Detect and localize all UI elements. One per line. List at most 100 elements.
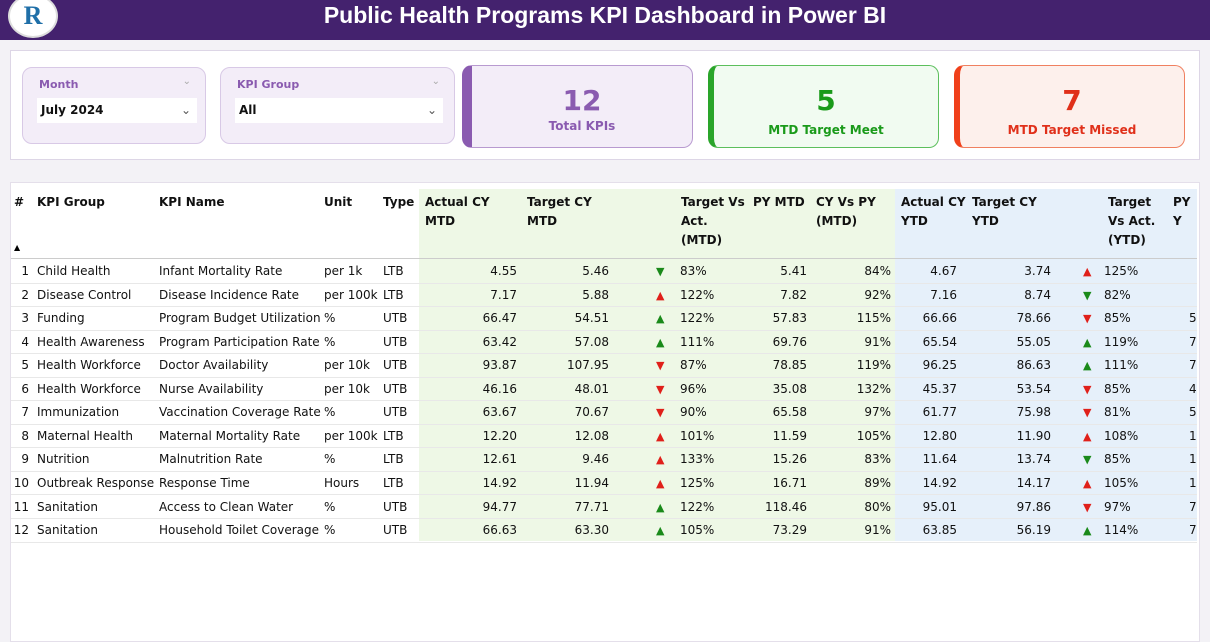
table-row[interactable]: 1 Child Health Infant Mortality Rate per 1k… [11, 260, 1197, 284]
table-row[interactable]: 4 Health Awareness Program Participation R… [11, 331, 1197, 355]
table-cell: % [324, 311, 336, 326]
table-cell: 7.17 [490, 287, 517, 302]
column-header[interactable]: PY MTD [753, 195, 805, 209]
card-label: MTD Target Meet [768, 123, 884, 137]
table-cell: 3.74 [1024, 264, 1051, 278]
table-row[interactable]: 5 Health Workforce Doctor Availability per … [11, 354, 1197, 378]
table-cell: 114% [1104, 523, 1139, 538]
arrow-up-icon: ▲ [1083, 476, 1092, 490]
arrow-down-icon: ▼ [1083, 406, 1092, 420]
column-header[interactable]: PY Y [1173, 195, 1191, 228]
table-cell: 1 [1189, 452, 1197, 467]
table-cell: 63.85 [922, 523, 957, 538]
arrow-up-icon: ▲ [656, 476, 665, 490]
table-cell: 11.64 [922, 452, 957, 467]
table-cell: 105% [856, 428, 891, 443]
table-row[interactable]: 7 Immunization Vaccination Coverage Rate% U… [11, 401, 1197, 425]
arrow-up-icon: ▲ [656, 335, 665, 349]
table-cell: 97% [864, 405, 891, 420]
table-cell: UTB [383, 523, 408, 538]
table-cell: 1 [21, 264, 29, 278]
table-cell: 45.37 [922, 381, 957, 396]
table-cell: 7 [1189, 334, 1197, 349]
arrow-down-icon: ▼ [1083, 288, 1092, 302]
table-cell: 122% [680, 287, 715, 302]
table-cell: 85% [1104, 311, 1131, 326]
table-row[interactable]: 3 Funding Program Budget Utilization% UTB 66… [11, 307, 1197, 331]
table-cell: 15.26 [772, 452, 807, 467]
table-cell: LTB [383, 264, 404, 278]
table-cell: 96.25 [922, 358, 957, 373]
arrow-up-icon: ▲ [1083, 359, 1092, 373]
kpi-group-label: KPI Group [237, 78, 300, 91]
arrow-down-icon: ▼ [1083, 382, 1092, 396]
chevron-down-icon[interactable]: ⌄ [182, 76, 191, 87]
table-cell: 61.77 [922, 405, 957, 420]
table-row[interactable]: 8 Maternal Health Maternal Mortality Rate p… [11, 425, 1197, 449]
table-cell: 1 [1189, 428, 1197, 443]
table-cell: Disease Incidence Rate [159, 287, 300, 302]
column-header[interactable]: # [14, 195, 25, 209]
arrow-down-icon: ▼ [1083, 312, 1092, 326]
column-header[interactable]: Actual CY YTD [901, 195, 966, 228]
chevron-down-icon[interactable]: ⌄ [431, 76, 440, 87]
table-cell: per 100k [324, 287, 378, 302]
table-cell: Immunization [37, 405, 120, 420]
table-cell: 111% [1104, 358, 1139, 373]
column-header[interactable]: Target Vs Act. (MTD) [681, 195, 745, 247]
table-cell: Nurse Availability [159, 381, 264, 396]
table-row[interactable]: 11 Sanitation Access to Clean Water% UTB 94.… [11, 496, 1197, 519]
table-cell: 122% [680, 499, 715, 514]
page-title: Public Health Programs KPI Dashboard in … [323, 2, 887, 28]
table-row[interactable]: 9 Nutrition Malnutrition Rate% LTB 12.61 9.46… [11, 448, 1197, 472]
logo: R [8, 0, 58, 38]
chevron-down-icon: ⌄ [180, 103, 191, 117]
table-row[interactable]: 12 Sanitation Household Toilet Coverage% UT… [11, 519, 1197, 543]
table-cell: 16.71 [772, 475, 807, 490]
table-cell: 57.08 [574, 334, 609, 349]
table-cell: 2 [21, 287, 29, 302]
table-cell: 1 [1189, 475, 1197, 490]
table-row[interactable]: 2 Disease Control Disease Incidence Rate pe… [11, 284, 1197, 308]
column-header[interactable]: KPI Group [37, 195, 105, 209]
month-dropdown[interactable]: July 2024 ⌄ [37, 98, 197, 123]
column-header[interactable]: Target Vs Act. (YTD) [1108, 195, 1156, 247]
column-header[interactable]: CY Vs PY (MTD) [816, 195, 876, 228]
table-cell: 35.08 [772, 381, 807, 396]
table-cell: 93.87 [482, 358, 517, 373]
table-cell: per 1k [324, 264, 363, 278]
column-header[interactable]: Unit [324, 195, 353, 209]
table-cell: 11.90 [1016, 428, 1051, 443]
card-value: 5 [816, 84, 836, 117]
column-header[interactable]: Type [383, 195, 415, 209]
table-cell: 7 [21, 405, 29, 420]
header-divider [11, 258, 1197, 259]
table-cell: % [324, 334, 336, 349]
table-cell: Sanitation [37, 523, 98, 538]
column-header[interactable]: Target CY MTD [527, 195, 592, 228]
table-cell: 14.92 [922, 475, 957, 490]
month-label: Month [39, 78, 79, 91]
column-header[interactable]: KPI Name [159, 195, 225, 209]
table-cell: 7 [1189, 358, 1197, 373]
table-cell: 56.19 [1016, 523, 1051, 538]
column-header[interactable]: Actual CY MTD [425, 195, 490, 228]
table-cell: 125% [1104, 264, 1139, 278]
table-cell: 111% [680, 334, 715, 349]
table-cell: % [324, 523, 336, 538]
table-cell: Household Toilet Coverage [159, 523, 320, 538]
sort-ascending-icon[interactable]: ▲ [14, 243, 21, 252]
month-slicer[interactable]: Month ⌄ July 2024 ⌄ [22, 67, 206, 144]
kpi-group-slicer[interactable]: KPI Group ⌄ All ⌄ [220, 67, 455, 144]
table-cell: 63.30 [574, 523, 609, 538]
table-row[interactable]: 10 Outbreak Response Response Time Hours LTB… [11, 472, 1197, 496]
table-cell: Program Budget Utilization [159, 311, 321, 326]
table-cell: 70.67 [574, 405, 609, 420]
table-cell: 95.01 [922, 499, 957, 514]
table-cell: Health Workforce [37, 381, 141, 396]
kpi-group-dropdown[interactable]: All ⌄ [235, 98, 443, 123]
table-cell: 80% [864, 499, 891, 514]
column-header[interactable]: Target CY YTD [972, 195, 1037, 228]
table-row[interactable]: 6 Health Workforce Nurse Availability per 1… [11, 378, 1197, 402]
table-cell: 9.46 [582, 452, 609, 467]
